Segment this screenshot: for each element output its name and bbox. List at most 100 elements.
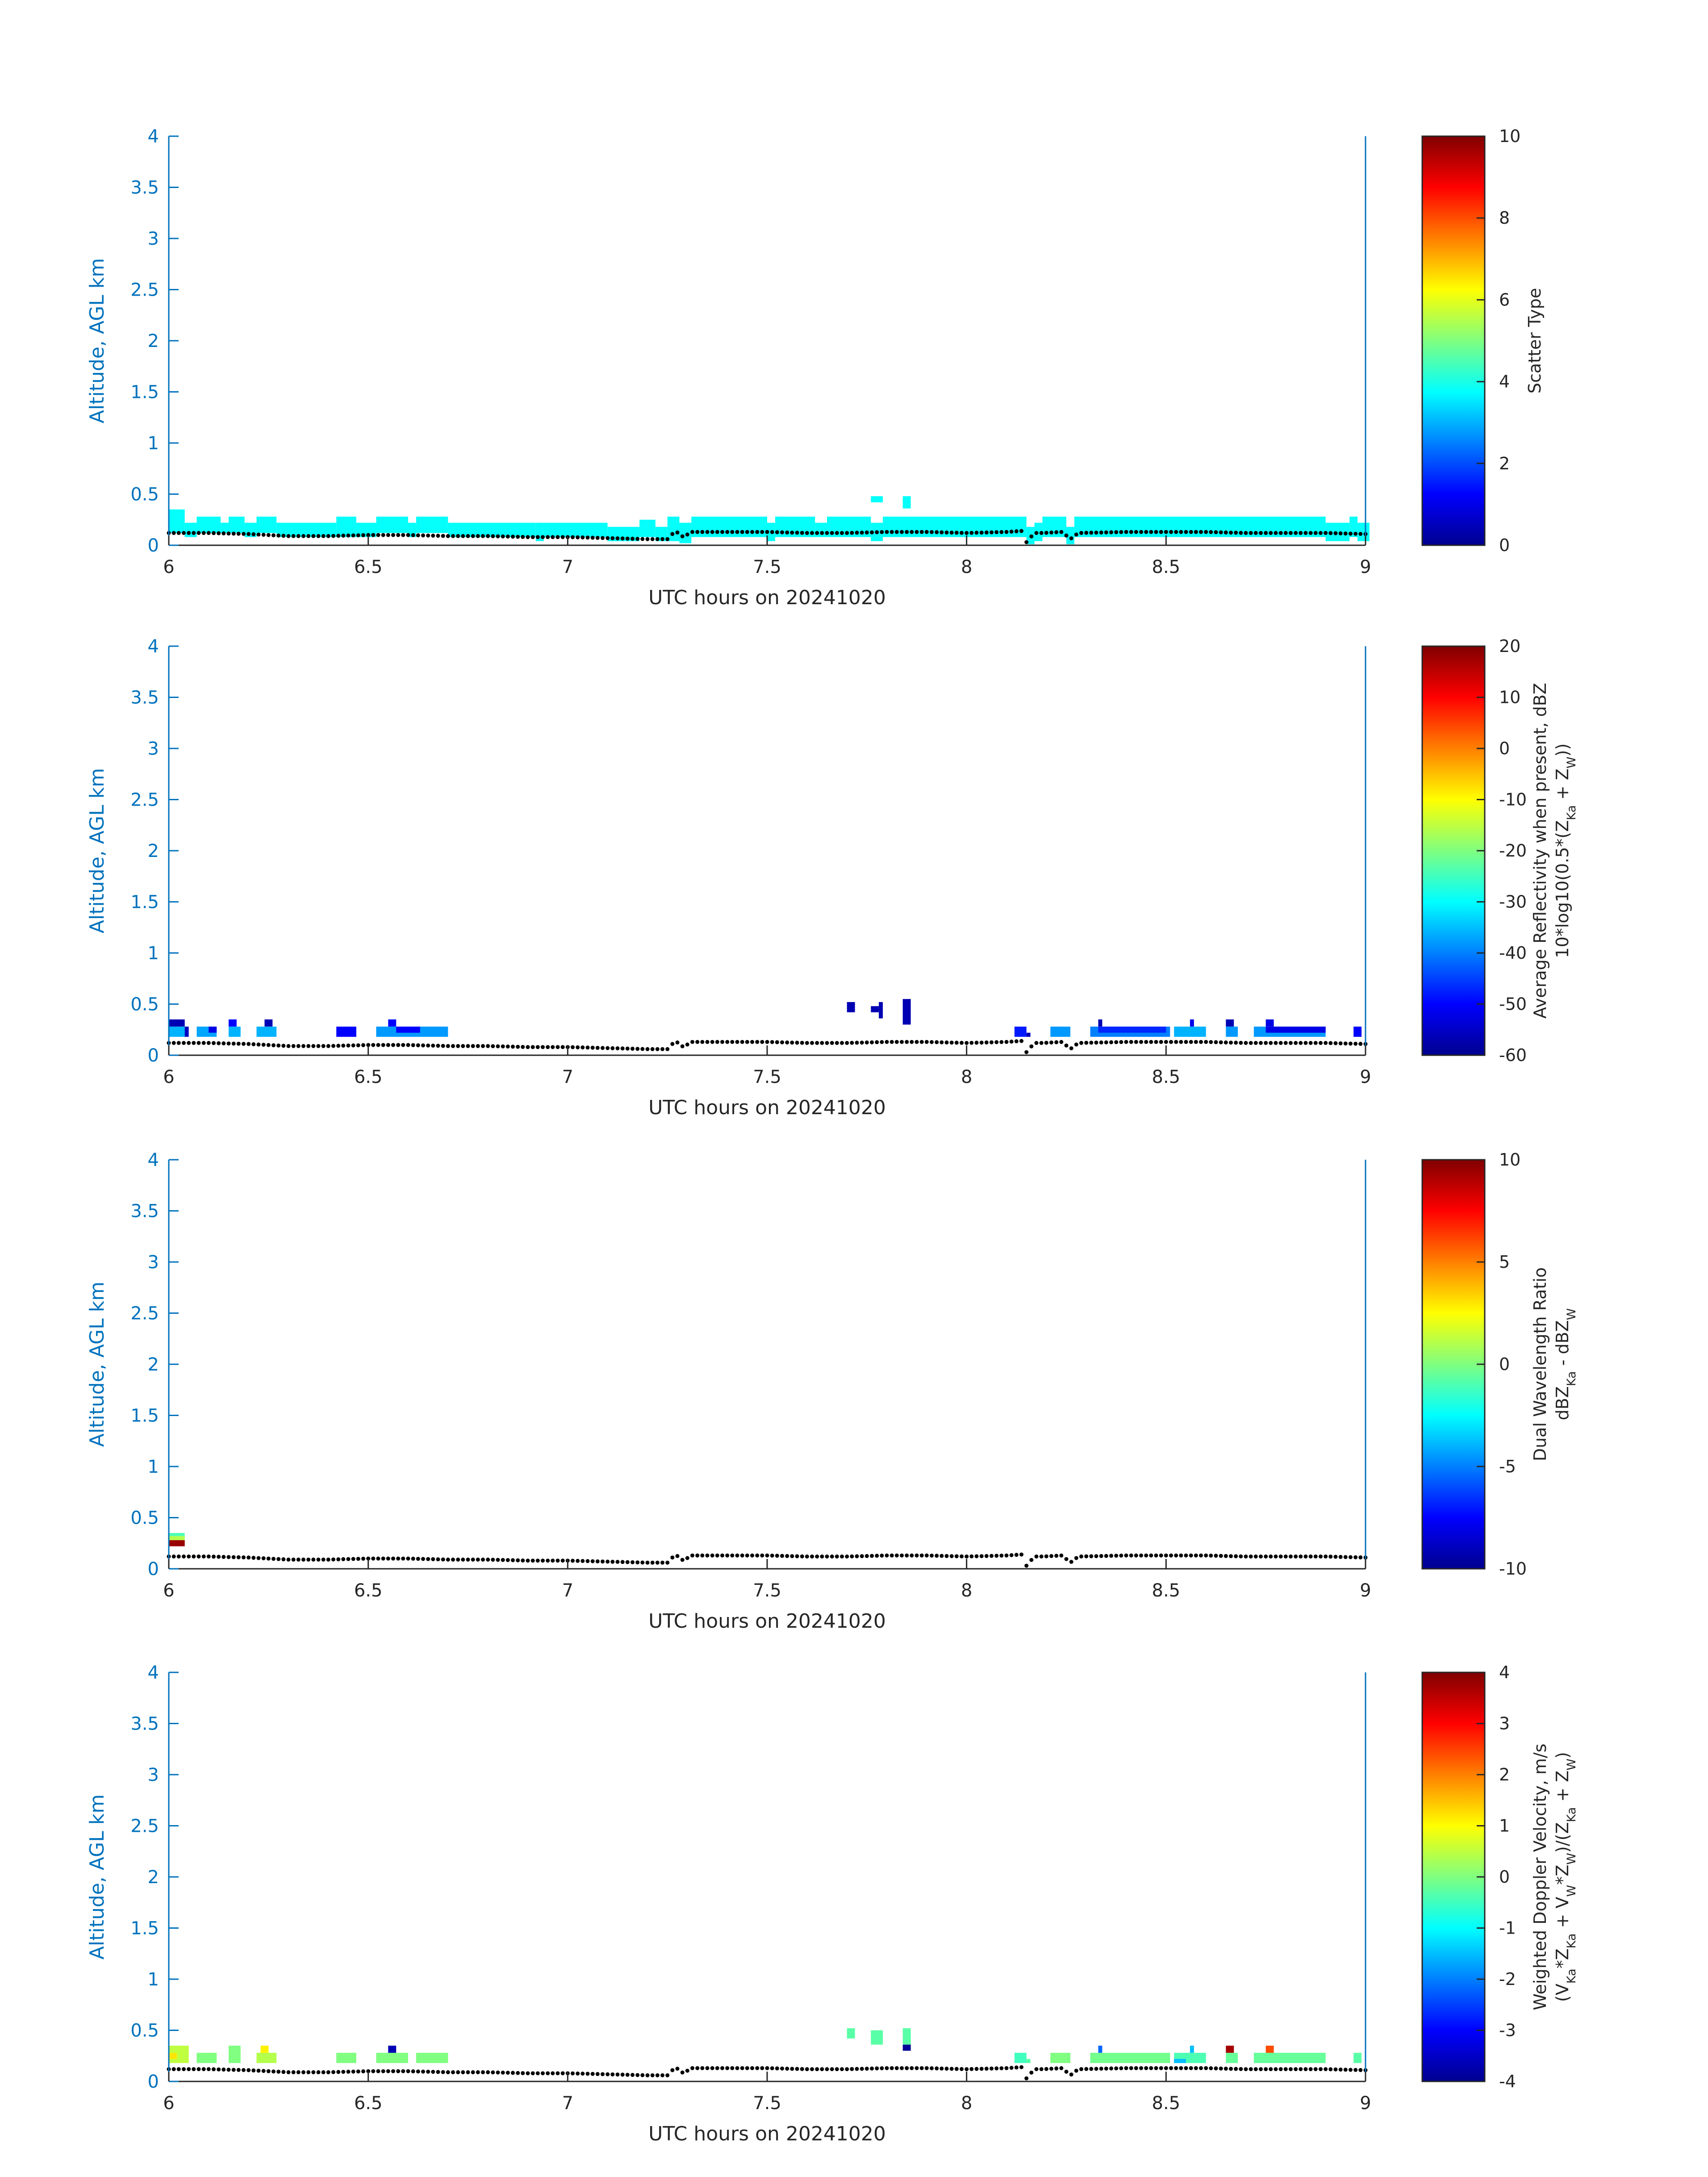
ground-track-point bbox=[1039, 2067, 1044, 2071]
ground-track-point bbox=[840, 531, 844, 535]
ground-track-point bbox=[615, 1560, 620, 1564]
ground-track-point bbox=[1333, 1041, 1338, 1045]
ground-track-point bbox=[610, 1046, 615, 1050]
ground-track-point bbox=[1229, 1040, 1233, 1045]
ground-track-point bbox=[830, 531, 834, 535]
heatmap-cell bbox=[1265, 2045, 1274, 2053]
ground-track-point bbox=[1199, 2066, 1203, 2070]
ground-track-point bbox=[740, 1040, 744, 1044]
ground-track-point bbox=[1194, 1040, 1198, 1044]
ground-track-point bbox=[466, 1044, 470, 1048]
ground-track-point bbox=[1109, 1040, 1113, 1045]
ground-track-point bbox=[665, 1560, 670, 1565]
ground-track-point bbox=[1328, 1041, 1333, 1045]
ground-track-point bbox=[306, 1557, 311, 1562]
ground-track-point bbox=[281, 1557, 286, 1562]
ground-track-point bbox=[620, 1560, 625, 1564]
ground-track-point bbox=[625, 1560, 630, 1564]
ground-track-point bbox=[745, 1553, 749, 1558]
ground-track-point bbox=[735, 2066, 739, 2070]
ground-track-point bbox=[780, 530, 784, 535]
ground-track-point bbox=[645, 537, 650, 541]
ground-track-point bbox=[1214, 530, 1218, 535]
colorbar-tick-label: -4 bbox=[1499, 2072, 1516, 2091]
ground-track-point bbox=[236, 1555, 241, 1559]
ground-track-point bbox=[889, 1553, 894, 1558]
ground-track-point bbox=[221, 1041, 226, 1045]
ground-track-point bbox=[900, 530, 904, 534]
ground-track-point bbox=[940, 2066, 944, 2071]
colorbar-tick-label: 4 bbox=[1499, 372, 1510, 392]
heatmap-cell bbox=[169, 1026, 185, 1037]
ground-track-point bbox=[999, 1040, 1004, 1044]
ground-track-point bbox=[1283, 531, 1288, 535]
ground-track-point bbox=[296, 2070, 301, 2074]
ground-track-point bbox=[850, 1040, 854, 1045]
ground-track-point bbox=[1049, 1554, 1053, 1558]
ground-track-point bbox=[885, 530, 889, 534]
ground-track-point bbox=[1034, 2067, 1039, 2071]
ground-track-point bbox=[192, 1554, 196, 1559]
ground-track-point bbox=[1249, 531, 1253, 535]
ground-track-point bbox=[905, 530, 909, 534]
ground-track-point bbox=[251, 1555, 256, 1560]
ground-track-point bbox=[655, 1047, 660, 1051]
ground-track-point bbox=[501, 534, 505, 539]
ground-track-point bbox=[894, 530, 899, 534]
ground-track-point bbox=[820, 1041, 824, 1045]
ground-track-point bbox=[1283, 1554, 1288, 1559]
ground-track-point bbox=[924, 1040, 929, 1044]
colorbar-label: 10*log10(0.5*(ZKa + ZW)) bbox=[1553, 744, 1579, 958]
ground-track-point bbox=[361, 1043, 365, 1047]
heatmap-cell bbox=[388, 1019, 397, 1027]
ground-track-point bbox=[1274, 1554, 1278, 1559]
ground-track-point bbox=[810, 2067, 814, 2071]
ground-track-point bbox=[595, 535, 600, 540]
ground-track-point bbox=[795, 1554, 799, 1559]
ground-track-point bbox=[735, 1040, 739, 1044]
ground-track-point bbox=[217, 1554, 221, 1559]
heatmap-cell bbox=[388, 2045, 397, 2053]
ground-track-point bbox=[192, 2067, 196, 2071]
ground-track-point bbox=[915, 1553, 919, 1558]
heatmap-cell bbox=[1034, 522, 1043, 541]
ground-track-point bbox=[979, 1040, 984, 1045]
colorbar-tick-label: 1 bbox=[1499, 1816, 1510, 1836]
ground-track-point bbox=[1259, 531, 1263, 535]
ground-track-point bbox=[371, 2069, 376, 2073]
ground-track-point bbox=[905, 1553, 909, 1558]
ground-track-point bbox=[481, 1044, 485, 1048]
x-tick-label: 7.5 bbox=[753, 557, 781, 577]
y-tick-label: 0 bbox=[148, 1045, 159, 1066]
ground-track-point bbox=[411, 1556, 415, 1561]
ground-track-point bbox=[311, 534, 316, 538]
heatmap-cell bbox=[196, 2052, 217, 2063]
ground-track-point bbox=[576, 1045, 580, 1049]
ground-track-point bbox=[825, 531, 829, 535]
ground-track-point bbox=[486, 534, 490, 538]
ground-track-point bbox=[401, 2069, 405, 2073]
ground-track-point bbox=[825, 2067, 829, 2071]
ground-track-point bbox=[511, 1558, 515, 1563]
ground-track-point bbox=[406, 1556, 410, 1561]
ground-track-point bbox=[930, 2066, 934, 2070]
ground-track-point bbox=[530, 1559, 535, 1563]
ground-track-point bbox=[1134, 1040, 1138, 1044]
ground-track-point bbox=[1024, 1563, 1029, 1568]
ground-track-point bbox=[790, 1040, 794, 1045]
heatmap-cell bbox=[1050, 1026, 1070, 1037]
ground-track-point bbox=[1274, 1041, 1278, 1045]
ground-track-point bbox=[1229, 1554, 1233, 1559]
ground-track-point bbox=[910, 1040, 914, 1044]
ground-track-point bbox=[1319, 1554, 1323, 1559]
ground-track-point bbox=[864, 530, 869, 535]
y-tick-label: 0.5 bbox=[130, 1508, 159, 1529]
ground-track-point bbox=[1074, 2068, 1078, 2073]
ground-track-point bbox=[815, 1041, 819, 1045]
ground-track-point bbox=[1239, 1554, 1243, 1559]
ground-track-point bbox=[201, 2067, 206, 2071]
ground-track-point bbox=[1209, 2066, 1213, 2070]
ground-track-point bbox=[341, 2070, 346, 2074]
ground-track-point bbox=[1104, 1554, 1108, 1558]
ground-track-point bbox=[1324, 1554, 1328, 1559]
